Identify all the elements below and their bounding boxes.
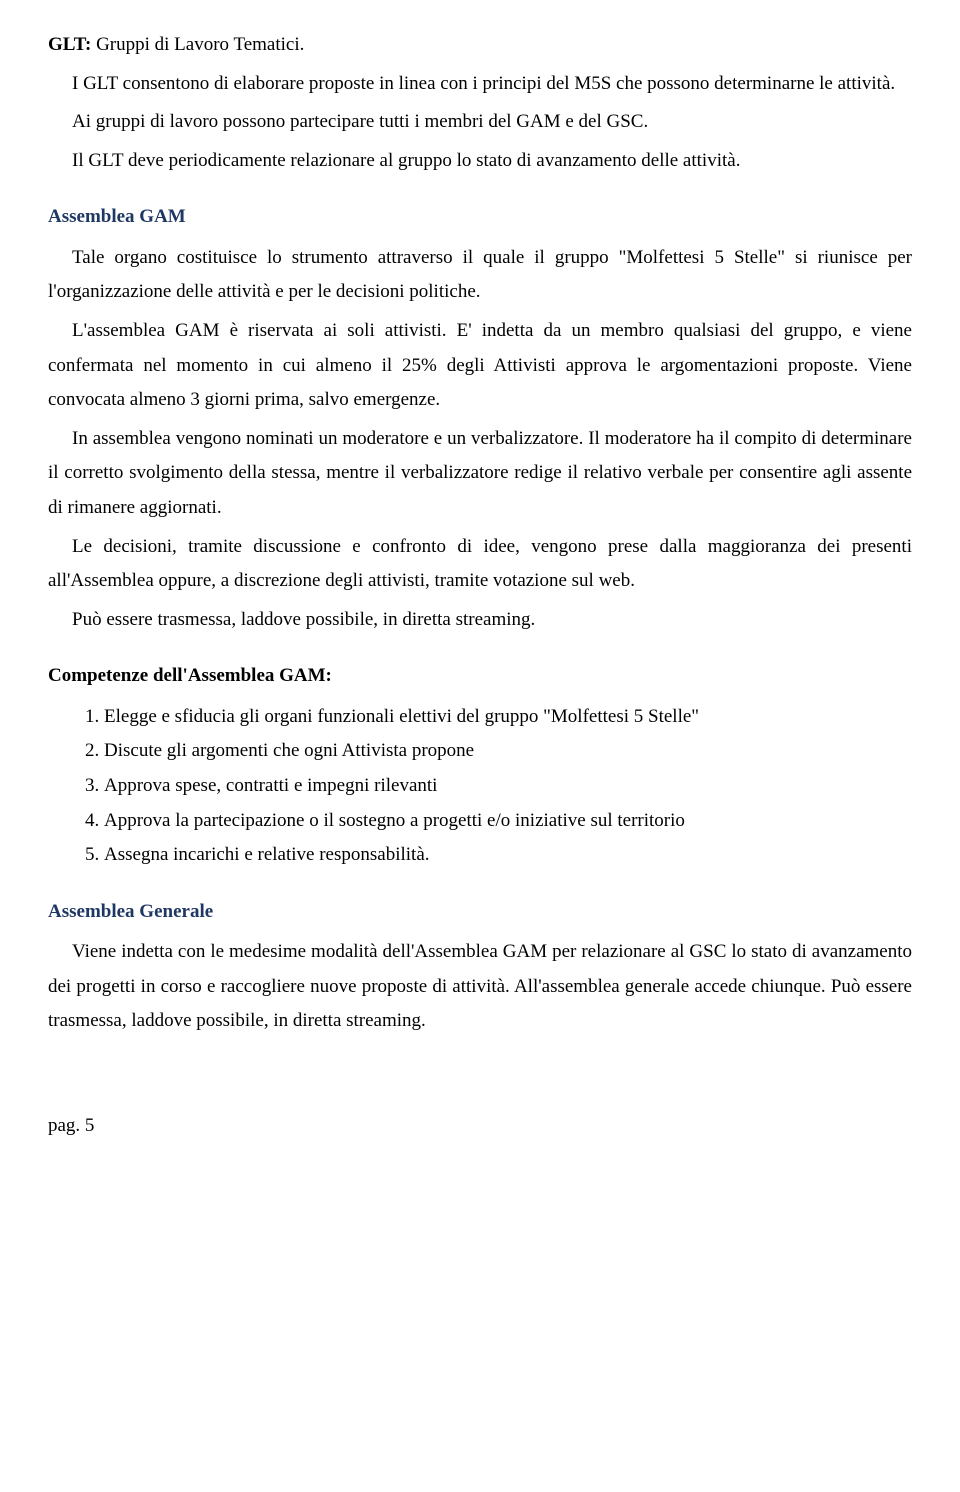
competenze-list: Elegge e sfiducia gli organi funzionali … [48, 700, 912, 873]
glt-paragraph-1: I GLT consentono di elaborare proposte i… [48, 67, 912, 102]
glt-paragraph-3: Il GLT deve periodicamente relazionare a… [48, 144, 912, 179]
assemblea-gam-p4: Le decisioni, tramite discussione e conf… [48, 530, 912, 599]
glt-paragraph-2: Ai gruppi di lavoro possono partecipare … [48, 105, 912, 140]
glt-label: GLT: [48, 34, 91, 55]
assemblea-gam-p1: Tale organo costituisce lo strumento att… [48, 241, 912, 310]
competenze-item: Approva spese, contratti e impegni rilev… [104, 769, 912, 804]
competenze-title: Competenze dell'Assemblea GAM: [48, 659, 912, 694]
glt-label-text: Gruppi di Lavoro Tematici. [96, 34, 304, 55]
page-footer: pag. 5 [48, 1109, 912, 1144]
assemblea-generale-title: Assemblea Generale [48, 895, 912, 930]
competenze-item: Elegge e sfiducia gli organi funzionali … [104, 700, 912, 735]
assemblea-gam-p3: In assemblea vengono nominati un moderat… [48, 422, 912, 526]
competenze-item: Assegna incarichi e relative responsabil… [104, 838, 912, 873]
assemblea-gam-p2: L'assemblea GAM è riservata ai soli atti… [48, 314, 912, 418]
glt-heading-line: GLT: Gruppi di Lavoro Tematici. [48, 28, 912, 63]
competenze-item: Discute gli argomenti che ogni Attivista… [104, 734, 912, 769]
assemblea-gam-p5: Può essere trasmessa, laddove possibile,… [48, 603, 912, 638]
competenze-item: Approva la partecipazione o il sostegno … [104, 804, 912, 839]
assemblea-gam-title: Assemblea GAM [48, 200, 912, 235]
document-page: GLT: Gruppi di Lavoro Tematici. I GLT co… [0, 0, 960, 1172]
page-number: pag. 5 [48, 1115, 94, 1136]
assemblea-generale-p1: Viene indetta con le medesime modalità d… [48, 935, 912, 1039]
